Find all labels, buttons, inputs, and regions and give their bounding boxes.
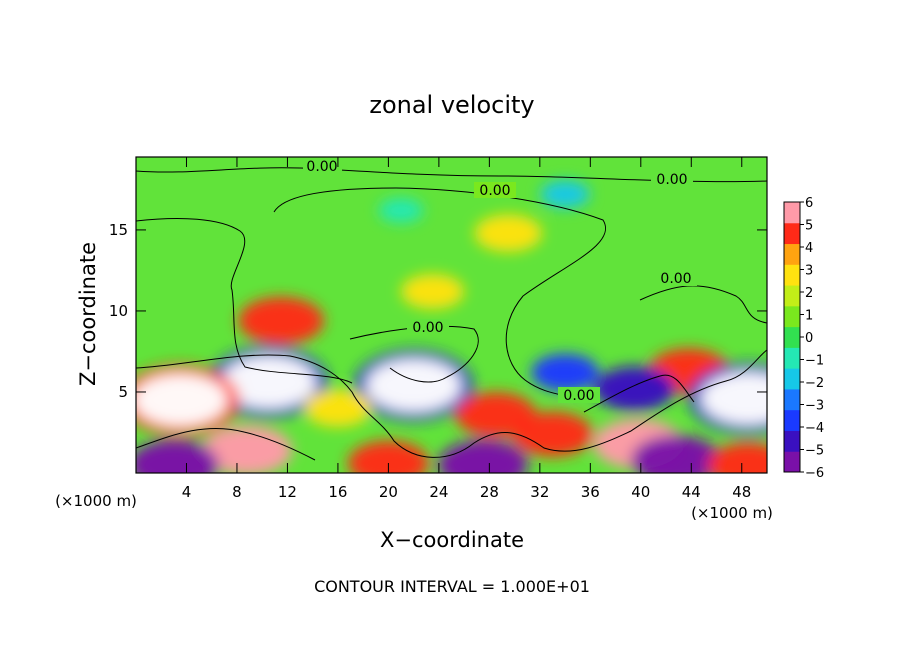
colorbar-swatch (784, 243, 800, 265)
y-tick-label: 15 (109, 221, 128, 239)
x-tick-label: 44 (682, 483, 701, 501)
x-tick-label: 40 (631, 483, 650, 501)
velocity-feature (631, 435, 722, 473)
contour-line-left (136, 218, 353, 384)
colorbar-tick-label: −4 (805, 421, 824, 436)
velocity-feature (531, 353, 599, 392)
contour-line-mid (349, 325, 479, 383)
velocity-feature (438, 439, 529, 473)
colorbar-swatch (784, 305, 800, 328)
feature-layer (136, 180, 767, 473)
colorbar-swatch (784, 388, 800, 411)
x-axis-unit-label: (×1000 m) (55, 492, 137, 510)
colorbar-swatch (784, 368, 800, 390)
velocity-feature (304, 389, 372, 427)
velocity-feature (593, 366, 675, 412)
plot-frame (135, 156, 768, 474)
contour-line-lower (136, 349, 767, 458)
contour-label: 0.00 (412, 320, 443, 336)
x-axis-unit-label-right: (×1000 m) (691, 504, 773, 522)
velocity-feature (511, 411, 593, 457)
velocity-feature (700, 372, 767, 425)
colorbar-tick-label: −3 (805, 399, 824, 414)
x-tick-label: 16 (328, 483, 347, 501)
colorbar-swatch (784, 409, 800, 431)
colorbar-tick-label: −5 (805, 444, 824, 459)
contour-line-bottom-right (583, 374, 695, 413)
x-tick-label: 20 (379, 483, 398, 501)
contour-label-background (651, 171, 693, 187)
colorbar-swatch (784, 202, 800, 224)
contour-line-top (136, 167, 767, 183)
velocity-feature (221, 356, 316, 409)
contour-label: 0.00 (656, 172, 687, 188)
contour-interval-footer: CONTOUR INTERVAL = 1.000E+01 (314, 577, 590, 596)
x-tick-label: 36 (581, 483, 600, 501)
velocity-feature (202, 425, 293, 473)
colorbar-swatch (784, 326, 800, 348)
x-tick-label: 24 (429, 483, 448, 501)
colorbar-tick-label: −2 (805, 376, 824, 391)
colorbar-swatch (784, 264, 800, 286)
velocity-feature (540, 180, 590, 209)
velocity-feature (238, 296, 324, 345)
contour-label-background (558, 387, 600, 403)
chart-title: zonal velocity (369, 91, 534, 119)
velocity-feature (707, 442, 767, 473)
x-tick-label: 8 (232, 483, 242, 501)
colorbar-tick-label: 5 (805, 219, 813, 234)
contour-line-right (639, 285, 767, 324)
y-tick-label: 5 (118, 383, 128, 401)
velocity-feature (136, 373, 228, 427)
velocity-feature (347, 440, 429, 473)
contour-label-background (474, 182, 516, 198)
colorbar-swatch (784, 430, 800, 452)
y-axis: 5 10 15 (109, 221, 767, 401)
colorbar-swatch (784, 222, 800, 245)
contour-label-layer: 0.00 0.00 0.00 0.00 0.00 0.00 (303, 157, 697, 404)
velocity-feature (474, 214, 543, 252)
colorbar-tick-label: 1 (805, 309, 813, 324)
contour-line-bottom-left (136, 428, 316, 461)
contour-label: 0.00 (479, 183, 510, 199)
colorbar-tick-label: −6 (805, 466, 824, 481)
colorbar-swatch (784, 285, 800, 307)
contour-label-background (407, 319, 449, 335)
contour-label: 0.00 (563, 388, 594, 404)
velocity-feature (136, 439, 219, 473)
colorbar-swatch (784, 347, 800, 369)
colorbar-tick-label: 2 (805, 286, 813, 301)
plot-background (136, 157, 767, 473)
colorbar-swatch (784, 451, 800, 473)
x-tick-label: 12 (278, 483, 297, 501)
y-axis-label: Z−coordinate (76, 242, 100, 386)
x-axis: 4 8 12 16 20 24 28 32 36 40 44 48 (182, 157, 751, 501)
velocity-feature (366, 359, 461, 412)
y-tick-label: 10 (109, 302, 128, 320)
contour-line-upper-loop (273, 187, 606, 402)
colorbar-tick-label: 4 (805, 241, 813, 256)
x-tick-label: 28 (480, 483, 499, 501)
contour-label-background (655, 270, 697, 286)
colorbar-tick-label: 0 (805, 331, 813, 346)
plot-area: 0.00 0.00 0.00 0.00 0.00 0.00 (136, 157, 767, 473)
colorbar-tick-label: −1 (805, 354, 824, 369)
contour-label: 0.00 (660, 271, 691, 287)
contour-layer (136, 167, 767, 461)
x-tick-label: 48 (732, 483, 751, 501)
colorbar-tick-label: 6 (805, 196, 813, 211)
x-tick-label: 32 (530, 483, 549, 501)
velocity-feature (378, 197, 424, 223)
contour-label-background (303, 157, 342, 173)
contour-label: 0.00 (306, 159, 337, 175)
colorbar-tick-label: 3 (805, 264, 813, 279)
x-axis-label: X−coordinate (380, 528, 524, 552)
velocity-feature (401, 274, 465, 310)
colorbar: 6 5 4 3 2 1 0 −1 −2 −3 −4 −5 −6 (783, 196, 824, 481)
x-tick-label: 4 (182, 483, 192, 501)
